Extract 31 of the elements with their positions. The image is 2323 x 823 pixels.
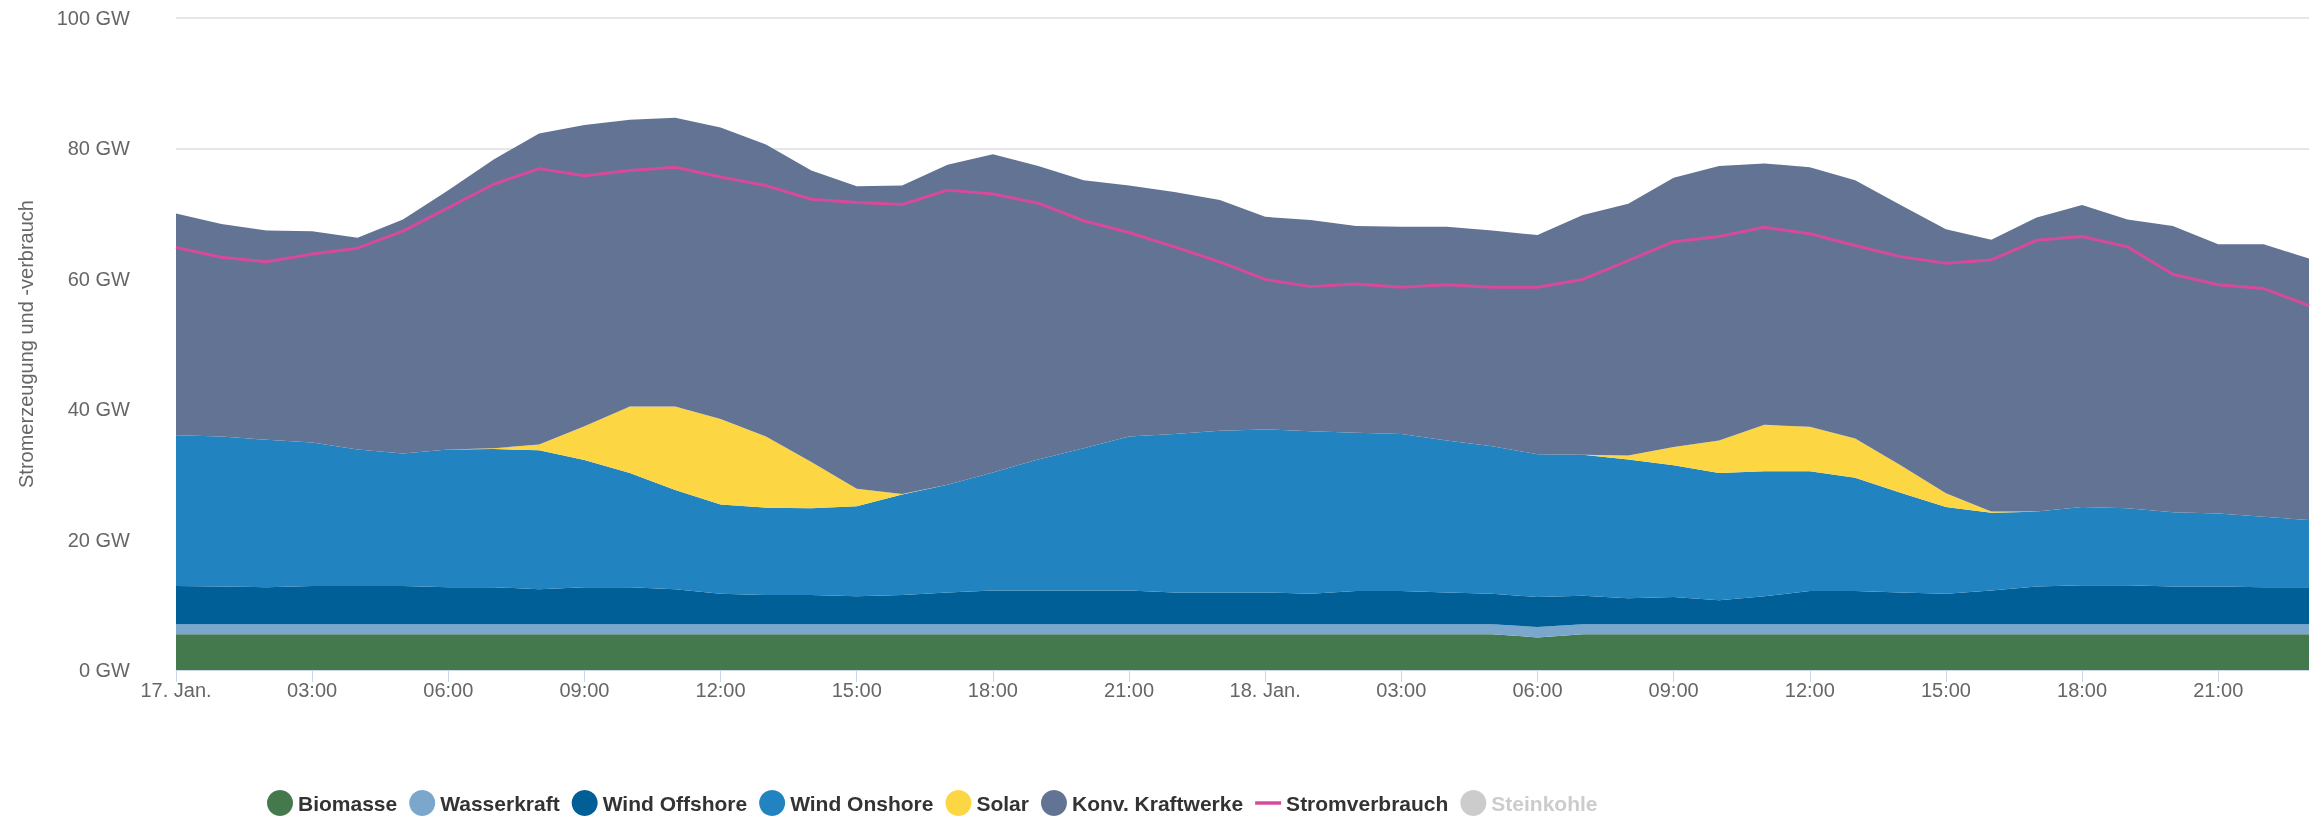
y-axis-title: Stromerzeugung und -verbrauch [15,200,37,488]
x-tick-label: 18:00 [2057,679,2108,701]
x-tick-label: 15:00 [1920,679,1971,701]
x-tick-label: 09:00 [559,679,610,701]
x-tick-label: 06:00 [423,679,474,701]
y-tick-label: 20 GW [67,528,131,551]
x-tick-label: 18. Jan. [1229,679,1301,701]
x-tick-label: 18:00 [967,679,1018,701]
y-tick-label: 80 GW [67,137,131,160]
y-tick-label: 0 GW [78,659,131,681]
x-tick-label: 17. Jan. [140,679,212,701]
y-tick-label: 60 GW [67,267,131,290]
legend-label: Wasserkraft [440,791,560,815]
legend-label: Wind Onshore [790,791,934,815]
legend-label: Wind Offshore [602,791,748,815]
y-tick-label: 100 GW [56,7,131,29]
x-tick-label: 15:00 [831,679,882,701]
line-series [174,165,2311,308]
legend-label: Solar [976,791,1029,815]
x-tick-label: 09:00 [1648,679,1699,701]
x-tick-label: 12:00 [695,679,746,701]
x-tick-label: 06:00 [1512,679,1563,701]
x-tick-label: 03:00 [1376,679,1427,701]
legend-label: Stromverbrauch [1286,791,1449,815]
x-tick-label: 12:00 [1784,679,1835,701]
x-tick-label: 03:00 [287,679,338,701]
legend-label: Konv. Kraftwerke [1071,791,1244,815]
x-tick-label: 21:00 [2193,679,2244,701]
x-tick-label: 21:00 [1104,679,1155,701]
y-tick-label: 40 GW [67,398,131,421]
legend-label: Biomasse [298,791,398,815]
